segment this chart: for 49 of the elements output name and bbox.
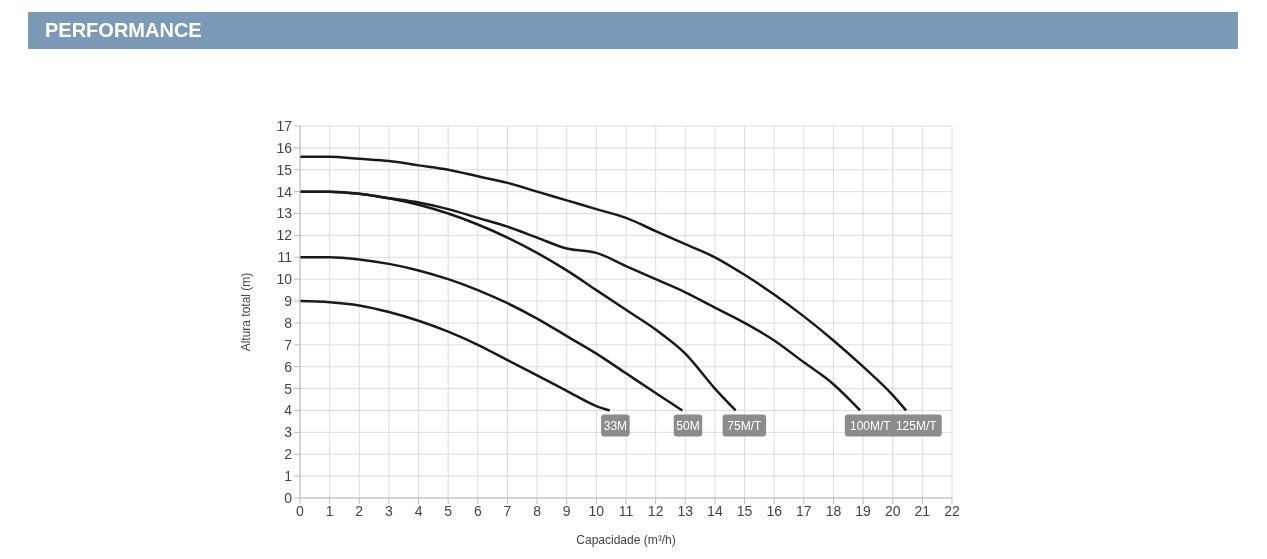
- series-label: 125M/T: [895, 419, 938, 434]
- x-tick-label: 22: [944, 502, 960, 519]
- x-tick-label: 19: [855, 502, 872, 519]
- x-tick-label: 7: [503, 502, 512, 519]
- x-tick-label: 5: [444, 502, 453, 519]
- y-tick-label: 0: [284, 489, 293, 506]
- y-tick-label: 13: [276, 205, 293, 222]
- y-tick-label: 2: [284, 446, 293, 463]
- x-tick-label: 21: [914, 502, 931, 519]
- series-label: 75M/T: [727, 419, 763, 434]
- y-tick-label: 11: [277, 249, 293, 266]
- series-label: 100M/T: [849, 419, 892, 434]
- x-tick-label: 16: [766, 502, 783, 519]
- y-tick-label: 14: [276, 183, 293, 200]
- x-axis-title: Capacidade (m³/h): [576, 533, 676, 547]
- x-tick-label: 6: [473, 502, 482, 519]
- x-tick-label: 14: [707, 502, 723, 519]
- y-tick-label: 6: [284, 358, 293, 375]
- x-tick-label: 17: [796, 502, 812, 519]
- x-tick-label: 1: [325, 502, 334, 519]
- x-tick-label: 15: [736, 502, 753, 519]
- x-tick-label: 11: [618, 502, 634, 519]
- x-tick-label: 2: [355, 502, 364, 519]
- x-tick-label: 0: [296, 502, 305, 519]
- y-tick-label: 7: [284, 336, 293, 353]
- x-tick-label: 4: [414, 502, 423, 519]
- series-label: 50M: [676, 419, 700, 434]
- y-tick-label: 5: [284, 380, 293, 397]
- y-tick-label: 12: [276, 227, 293, 244]
- y-tick-label: 16: [276, 139, 293, 156]
- series-label: 33M: [603, 419, 628, 434]
- y-tick-label: 4: [284, 402, 293, 419]
- x-tick-label: 3: [385, 502, 394, 519]
- y-tick-label: 8: [284, 314, 293, 331]
- y-axis-title: Altura total (m): [239, 272, 254, 352]
- y-tick-label: 3: [284, 424, 293, 441]
- x-tick-label: 8: [533, 502, 542, 519]
- y-tick-label: 15: [276, 161, 293, 178]
- y-tick-label: 17: [276, 117, 293, 134]
- y-tick-label: 1: [284, 468, 293, 485]
- x-tick-label: 20: [884, 502, 901, 519]
- y-tick-label: 10: [276, 271, 293, 288]
- x-tick-label: 9: [562, 502, 571, 519]
- x-tick-label: 13: [677, 502, 694, 519]
- x-tick-label: 10: [588, 502, 605, 519]
- x-tick-label: 12: [647, 502, 664, 519]
- text: PERFORMANCE: [28, 12, 1238, 49]
- y-tick-label: 9: [284, 293, 293, 310]
- x-tick-label: 18: [825, 502, 842, 519]
